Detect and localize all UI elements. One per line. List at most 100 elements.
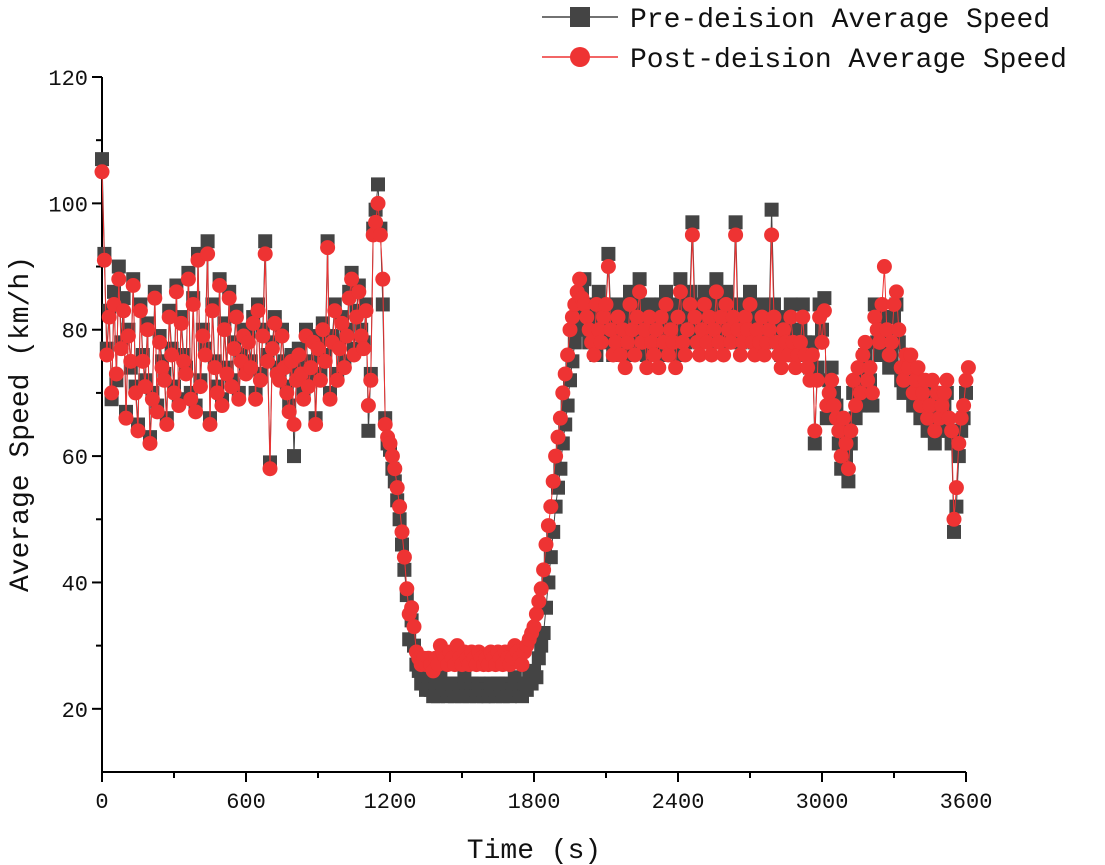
data-point	[737, 309, 753, 325]
data-point	[572, 271, 588, 287]
data-point	[651, 360, 667, 376]
data-point	[848, 411, 863, 426]
data-point	[197, 347, 213, 363]
data-point	[147, 290, 163, 306]
data-point	[764, 202, 779, 217]
data-point	[687, 309, 703, 325]
data-point	[168, 284, 184, 300]
data-point	[130, 423, 146, 439]
data-point	[800, 360, 816, 376]
data-point	[761, 322, 777, 338]
data-point	[322, 391, 338, 407]
data-point	[672, 284, 688, 300]
legend-entry-pre: Pre-deision Average Speed	[542, 5, 1050, 36]
legend-marker-post	[570, 47, 590, 67]
data-point	[560, 398, 575, 413]
data-point	[716, 347, 732, 363]
data-point	[351, 284, 367, 300]
data-point	[852, 385, 868, 401]
data-point	[841, 474, 856, 489]
data-point	[375, 271, 391, 287]
y-tick-label: 20	[62, 699, 88, 724]
data-point	[886, 296, 902, 312]
data-point	[161, 309, 177, 325]
data-point	[603, 322, 619, 338]
x-tick-label: 1800	[508, 790, 561, 815]
data-point	[947, 524, 961, 539]
y-ticks: 20 40 60 80 100 120	[48, 67, 102, 724]
data-point	[552, 410, 568, 426]
data-point	[209, 385, 225, 401]
data-point	[608, 334, 624, 350]
data-point	[560, 347, 576, 363]
data-point	[927, 436, 942, 451]
data-point	[178, 366, 194, 382]
data-point	[176, 353, 192, 369]
data-point	[339, 328, 355, 344]
data-point	[214, 398, 230, 414]
data-point	[815, 322, 829, 337]
data-point	[219, 366, 235, 382]
legend-entry-post: Post-deision Average Speed	[542, 45, 1067, 76]
data-point	[732, 347, 748, 363]
legend-label-pre: Pre-deision Average Speed	[630, 5, 1050, 36]
data-point	[303, 360, 319, 376]
data-point	[171, 398, 187, 414]
data-point	[286, 417, 302, 432]
data-point	[924, 372, 940, 388]
data-point	[795, 309, 811, 325]
data-point	[576, 296, 592, 312]
data-point	[949, 499, 964, 514]
data-point	[629, 309, 645, 325]
data-point	[864, 385, 880, 401]
data-point	[111, 271, 127, 287]
data-point	[795, 297, 810, 312]
data-point	[659, 284, 673, 299]
data-point	[111, 259, 126, 274]
data-point	[344, 271, 360, 287]
data-point	[696, 296, 712, 312]
data-point	[788, 360, 804, 376]
data-point	[180, 271, 196, 287]
data-point	[617, 360, 633, 376]
data-point	[833, 448, 849, 464]
data-point	[646, 347, 662, 363]
data-point	[183, 391, 199, 407]
data-point	[152, 334, 168, 350]
data-point	[557, 366, 573, 382]
data-point	[396, 549, 412, 565]
legend: Pre-deision Average Speed Post-deision A…	[542, 5, 1067, 76]
data-point	[611, 297, 625, 312]
data-point	[865, 398, 880, 413]
data-point	[361, 423, 376, 438]
data-point	[250, 303, 266, 319]
data-point	[287, 449, 301, 464]
data-point	[142, 435, 158, 451]
data-point	[363, 372, 379, 388]
data-point	[910, 360, 926, 376]
data-point	[675, 334, 691, 350]
data-point	[804, 347, 820, 363]
data-point	[94, 164, 110, 180]
data-point	[723, 334, 739, 350]
data-point	[725, 309, 741, 325]
data-point	[711, 334, 727, 350]
data-point	[718, 296, 734, 312]
data-point	[642, 297, 657, 312]
data-point	[317, 353, 333, 369]
data-point	[531, 651, 546, 666]
data-point	[821, 385, 837, 401]
data-point	[257, 246, 273, 262]
data-point	[831, 423, 847, 439]
data-point	[312, 372, 328, 388]
data-point	[867, 309, 883, 325]
y-tick-label: 100	[48, 193, 88, 218]
data-point	[591, 284, 606, 299]
legend-label-post: Post-deision Average Speed	[630, 45, 1067, 76]
data-point	[845, 372, 861, 388]
data-point	[773, 360, 789, 376]
data-point	[99, 347, 115, 363]
data-point	[372, 227, 388, 243]
data-point	[876, 259, 892, 275]
data-point	[135, 353, 151, 369]
